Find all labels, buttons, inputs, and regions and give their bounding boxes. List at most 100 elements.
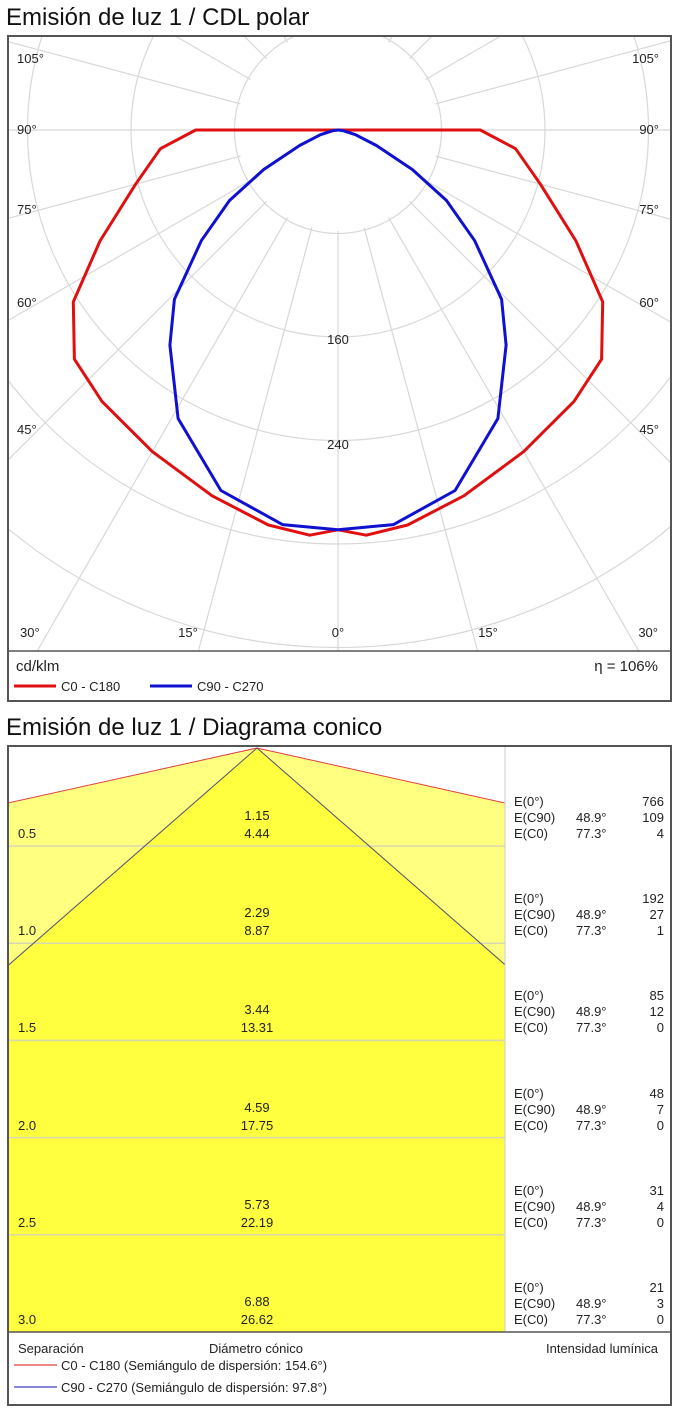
e0-label: E(0°) (514, 988, 544, 1004)
angle-label: 0° (331, 625, 345, 640)
diameter-c0: 22.19 (240, 1214, 274, 1230)
e0c-angle: 77.3° (576, 1312, 607, 1327)
e0c-value: 1 (656, 923, 664, 939)
polar-chart-box (7, 35, 672, 702)
diameter-c90: 2.29 (244, 905, 270, 921)
separation-value: 3.0 (18, 1312, 37, 1327)
e90-label: E(C90) (514, 1004, 556, 1020)
legend-label-c0: C0 - C180 (Semiángulo de dispersión: 154… (61, 1358, 328, 1373)
e0-value: 85 (649, 988, 664, 1004)
diameter-c90: 1.15 (244, 808, 270, 823)
radial-label: 240 (327, 437, 349, 452)
e90-value: 109 (642, 810, 664, 825)
e0-value: 766 (642, 794, 664, 809)
grid-ray (364, 0, 571, 32)
column-intensity: Intensidad lumínica (545, 1341, 658, 1356)
grid-ray (9, 179, 251, 321)
e0c-value: 0 (656, 1312, 664, 1327)
grid-ray (408, 200, 670, 463)
grid-circle (0, 0, 681, 705)
e0c-angle: 77.3° (576, 1117, 607, 1133)
grid-ray (9, 155, 241, 219)
e90-label: E(C90) (514, 1198, 556, 1214)
legend-label-c90: C90 - C270 (Semiángulo de dispersión: 97… (61, 1380, 328, 1395)
e90-value: 3 (656, 1296, 664, 1311)
grid-ray (363, 227, 479, 651)
e0c-label: E(C0) (514, 923, 548, 939)
e0-label: E(0°) (514, 1085, 544, 1101)
e0c-label: E(C0) (514, 826, 548, 841)
angle-label: 45° (17, 422, 37, 437)
angle-label: 45° (639, 422, 659, 437)
conic-box (7, 745, 672, 1406)
grid-ray (36, 217, 289, 651)
grid-ray (9, 200, 268, 460)
unit-label: cd/klm (16, 658, 60, 675)
diameter-c90: 4.59 (244, 1099, 270, 1115)
e90-label: E(C90) (514, 1296, 556, 1311)
separation-value: 2.5 (18, 1214, 37, 1230)
angle-label: 60° (17, 295, 37, 310)
grid-ray (283, 37, 289, 43)
grid-circle (0, 0, 681, 705)
grid-ray (425, 179, 670, 323)
e0c-label: E(C0) (514, 1020, 548, 1036)
conic-title: Emisión de luz 1 / Diagrama conico (6, 714, 383, 741)
e0-label: E(0°) (514, 1182, 544, 1198)
polar-chart (0, 0, 681, 705)
e0-value: 48 (649, 1085, 664, 1101)
e90-value: 27 (649, 907, 664, 923)
e90-angle: 48.9° (576, 1198, 607, 1214)
angle-label: 75° (639, 202, 659, 217)
e90-value: 7 (656, 1101, 664, 1117)
e90-label: E(C90) (514, 810, 556, 825)
diameter-c0: 13.31 (240, 1020, 274, 1036)
e90-angle: 48.9° (576, 1101, 607, 1117)
legend-label-c90: C90 - C270 (197, 679, 264, 694)
angle-label: 60° (639, 295, 659, 310)
separation-value: 2.0 (18, 1117, 37, 1133)
angle-label: 15° (478, 625, 498, 640)
angle-label: 15° (178, 625, 198, 640)
angle-label: 90° (17, 122, 37, 137)
e0c-value: 0 (656, 1214, 664, 1230)
efficiency-label: η = 106% (594, 658, 658, 675)
polar-title: Emisión de luz 1 / CDL polar (6, 4, 310, 31)
grid-ray (387, 217, 640, 651)
column-separation: Separación (18, 1341, 84, 1356)
grid-circle (9, 376, 670, 545)
grid-circle (9, 526, 670, 648)
diameter-c0: 8.87 (244, 923, 270, 939)
e0c-value: 0 (656, 1117, 664, 1133)
e0c-value: 0 (656, 1020, 664, 1036)
e0-label: E(0°) (514, 794, 544, 809)
e0-value: 192 (642, 891, 664, 907)
e90-label: E(C90) (514, 1101, 556, 1117)
diameter-c90: 6.88 (244, 1294, 270, 1309)
e0c-label: E(C0) (514, 1117, 548, 1133)
curve-c90-c270 (168, 128, 508, 532)
grid-ray (435, 155, 670, 220)
diameter-c0: 26.62 (240, 1312, 274, 1327)
angle-label: 30° (20, 625, 40, 640)
e90-angle: 48.9° (576, 810, 607, 825)
e90-value: 4 (656, 1198, 664, 1214)
e0-value: 21 (649, 1280, 664, 1295)
angle-label: 30° (638, 625, 658, 640)
grid-ray (408, 37, 432, 60)
e90-value: 12 (649, 1004, 664, 1020)
grid-ray (435, 40, 670, 105)
e0c-label: E(C0) (514, 1312, 548, 1327)
curve-c0-c180 (71, 128, 605, 537)
grid-ray (9, 41, 241, 105)
legend-label-c0: C0 - C180 (61, 679, 121, 694)
angle-label: 75° (17, 202, 37, 217)
e0-label: E(0°) (514, 891, 544, 907)
grid-ray (387, 37, 393, 43)
diameter-c90: 5.73 (244, 1196, 270, 1212)
e0c-angle: 77.3° (576, 826, 607, 841)
e90-label: E(C90) (514, 907, 556, 923)
diameter-c0: 17.75 (240, 1117, 274, 1133)
e90-angle: 48.9° (576, 1004, 607, 1020)
angle-label: 105° (17, 51, 44, 66)
